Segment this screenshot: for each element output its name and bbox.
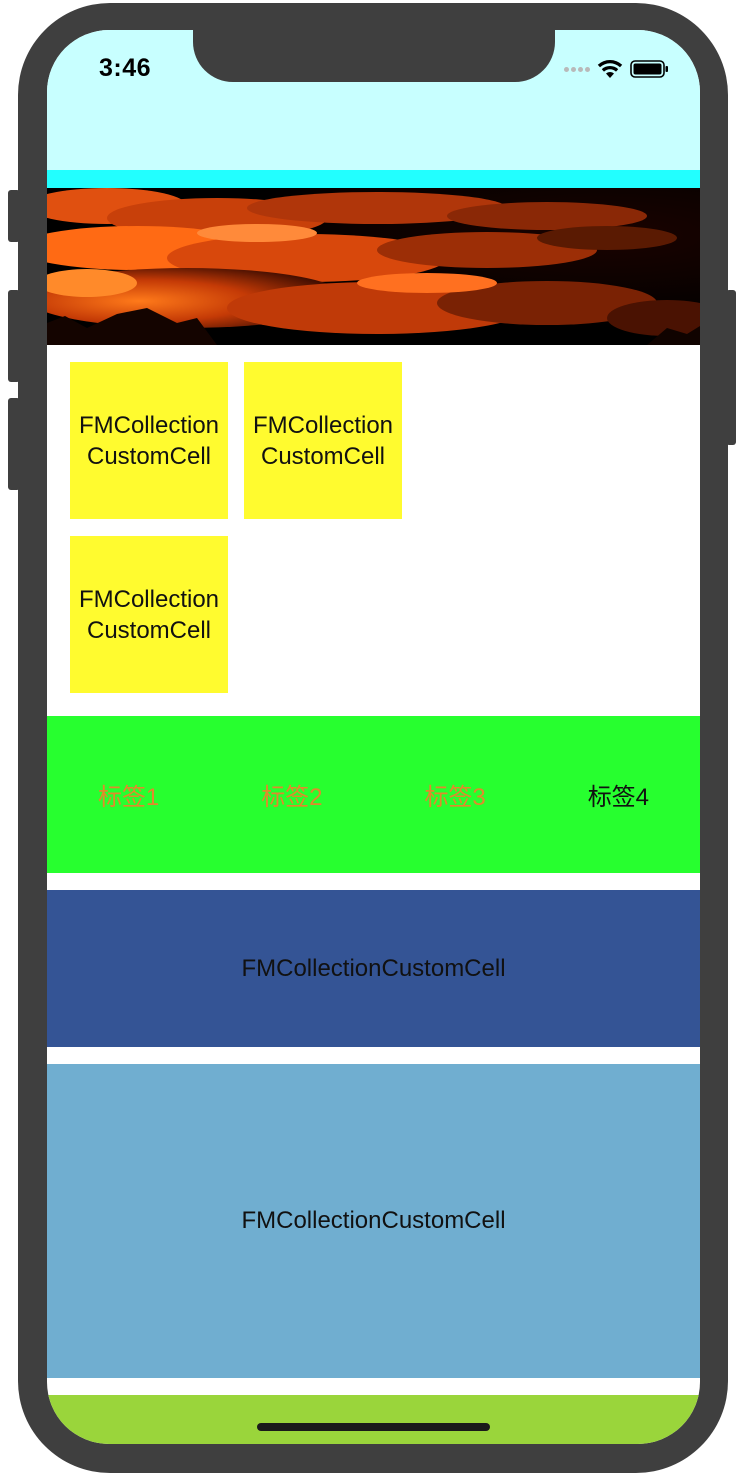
sunset-clouds-image	[47, 188, 700, 345]
home-indicator[interactable]	[257, 1423, 490, 1431]
footer-cell	[47, 1395, 700, 1444]
list-item-label: FMCollectionCustomCell	[241, 1207, 506, 1234]
status-icons	[564, 58, 670, 80]
signal-dots-icon	[564, 66, 590, 72]
grid-cell[interactable]: FMCollectionCustomCell	[70, 536, 228, 693]
tab-2[interactable]: 标签2	[261, 784, 323, 811]
app-screen: 3:46	[47, 30, 700, 1444]
list-item[interactable]: FMCollectionCustomCell	[47, 890, 700, 1047]
mute-switch	[8, 190, 20, 242]
grid-section: FMCollectionCustomCell FMCollectionCusto…	[47, 345, 700, 716]
list-item[interactable]: FMCollectionCustomCell	[47, 1064, 700, 1378]
power-button	[726, 290, 736, 445]
tab-1[interactable]: 标签1	[97, 784, 160, 811]
battery-icon	[630, 60, 668, 78]
segment-tabs: 标签1 标签2 标签3 标签4	[47, 716, 700, 873]
grid-cell-label: FMCollectionCustomCell	[78, 585, 220, 644]
tab-4[interactable]: 标签4	[587, 784, 650, 811]
status-time: 3:46	[99, 54, 152, 82]
grid-cell[interactable]: FMCollectionCustomCell	[70, 362, 228, 519]
grid-cell-label: FMCollectionCustomCell	[252, 411, 394, 470]
tab-3[interactable]: 标签3	[424, 784, 486, 811]
volume-down-button	[8, 398, 20, 490]
notch	[193, 30, 555, 82]
volume-up-button	[8, 290, 20, 382]
header-strip	[47, 170, 700, 188]
list-item-label: FMCollectionCustomCell	[241, 954, 506, 982]
grid-cell[interactable]: FMCollectionCustomCell	[244, 362, 402, 519]
wifi-icon	[597, 60, 623, 78]
grid-cell-label: FMCollectionCustomCell	[78, 411, 220, 470]
